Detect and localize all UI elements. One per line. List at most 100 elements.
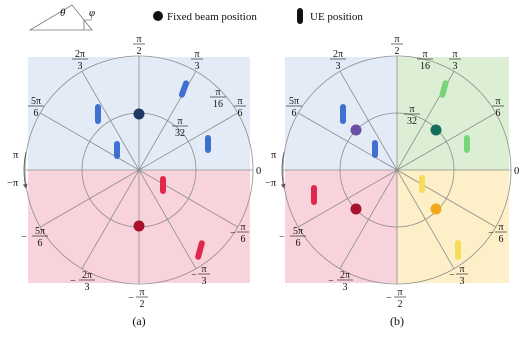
ue-marker-blue-1 bbox=[178, 80, 190, 98]
label-neg-pi: −π bbox=[7, 178, 19, 189]
svg-text:16: 16 bbox=[420, 61, 430, 72]
ue-marker-yellow-1 bbox=[419, 175, 425, 193]
svg-text:2π: 2π bbox=[333, 49, 343, 60]
svg-text:−: − bbox=[449, 270, 455, 281]
svg-text:6: 6 bbox=[238, 108, 243, 119]
ue-marker-blue-b2 bbox=[372, 140, 378, 158]
label-zero: 0 bbox=[256, 166, 261, 177]
label-neg-pi-third: − π 3 bbox=[191, 264, 210, 287]
svg-text:32: 32 bbox=[407, 116, 417, 127]
label-neg-pi-half-b: − π 2 bbox=[386, 287, 406, 310]
svg-text:2π: 2π bbox=[75, 49, 85, 60]
label-pi-third: π 3 bbox=[191, 49, 203, 72]
svg-text:3: 3 bbox=[343, 282, 348, 293]
label-pi-third-b: π 3 bbox=[449, 49, 461, 72]
svg-text:3: 3 bbox=[453, 61, 458, 72]
svg-text:16: 16 bbox=[213, 99, 223, 110]
label-pi-16: π 16 bbox=[210, 87, 226, 110]
label-five-pi-sixth: 5π 6 bbox=[28, 96, 44, 119]
label-neg-pi-sixth-b: − π 6 bbox=[488, 222, 507, 245]
svg-text:5π: 5π bbox=[289, 96, 299, 107]
ue-legend-marker bbox=[297, 8, 303, 24]
label-neg-two-pi-third-b: − 2π 3 bbox=[328, 270, 353, 293]
svg-text:π: π bbox=[409, 104, 414, 115]
svg-text:6: 6 bbox=[241, 234, 246, 245]
svg-text:π: π bbox=[498, 222, 503, 233]
wrap-arrow bbox=[22, 151, 28, 189]
svg-text:6: 6 bbox=[496, 108, 501, 119]
svg-text:6: 6 bbox=[34, 108, 39, 119]
caption-a: (a) bbox=[132, 314, 145, 328]
svg-text:π: π bbox=[495, 96, 500, 107]
ue-marker-green-2 bbox=[464, 135, 470, 153]
svg-text:5π: 5π bbox=[31, 96, 41, 107]
phi-symbol: φ bbox=[89, 7, 95, 19]
svg-text:−: − bbox=[488, 228, 494, 239]
svg-text:3: 3 bbox=[195, 61, 200, 72]
legend: θ φ Fixed beam position UE position bbox=[28, 4, 363, 31]
fixed-beam-purple bbox=[350, 124, 362, 136]
svg-text:2: 2 bbox=[137, 46, 142, 57]
svg-text:π: π bbox=[139, 287, 144, 298]
ue-marker-red-b1 bbox=[311, 185, 317, 205]
svg-text:2: 2 bbox=[140, 299, 145, 310]
label-neg-pi-third-b: − π 3 bbox=[449, 264, 468, 287]
svg-text:π: π bbox=[240, 222, 245, 233]
angle-labels-a: 0 π −π π 2 π 3 π 16 π 6 bbox=[7, 34, 261, 310]
svg-text:π: π bbox=[237, 96, 242, 107]
fixed-beam-teal bbox=[430, 124, 442, 136]
svg-text:π: π bbox=[194, 49, 199, 60]
label-pi: π bbox=[13, 150, 19, 161]
fixed-beam-orange bbox=[430, 203, 442, 215]
svg-text:5π: 5π bbox=[35, 226, 45, 237]
theta-symbol: θ bbox=[60, 7, 66, 19]
svg-text:π: π bbox=[397, 287, 402, 298]
svg-text:2: 2 bbox=[398, 299, 403, 310]
angle-labels-b: 0 π −π π 2 π 16 π 3 π 6 bbox=[265, 34, 519, 310]
svg-text:3: 3 bbox=[85, 282, 90, 293]
svg-text:π: π bbox=[136, 34, 141, 45]
label-pi-half: π 2 bbox=[133, 34, 145, 57]
fixed-beam-legend-label: Fixed beam position bbox=[167, 11, 257, 23]
svg-text:32: 32 bbox=[175, 128, 185, 139]
fixed-beam-upper bbox=[133, 108, 145, 120]
polar-grid-b bbox=[282, 55, 512, 285]
svg-text:π: π bbox=[177, 116, 182, 127]
label-neg-five-pi-sixth-b: − 5π 6 bbox=[279, 226, 306, 249]
label-two-pi-third-b: 2π 3 bbox=[330, 49, 346, 72]
caption-b: (b) bbox=[390, 314, 404, 328]
svg-text:6: 6 bbox=[499, 234, 504, 245]
quadrant-yellow bbox=[397, 170, 509, 283]
svg-text:−: − bbox=[21, 232, 27, 243]
label-pi-sixth-b: π 6 bbox=[492, 96, 504, 119]
svg-text:2π: 2π bbox=[82, 270, 92, 281]
svg-text:2: 2 bbox=[395, 46, 400, 57]
svg-text:−: − bbox=[328, 276, 334, 287]
label-two-pi-third: 2π 3 bbox=[72, 49, 88, 72]
svg-text:π: π bbox=[452, 49, 457, 60]
quadrant-green bbox=[397, 57, 509, 170]
svg-text:π: π bbox=[422, 49, 427, 60]
svg-text:−: − bbox=[70, 276, 76, 287]
ue-marker-blue-b1 bbox=[340, 104, 346, 124]
label-pi-32: π 32 bbox=[172, 116, 188, 139]
svg-text:π: π bbox=[459, 264, 464, 275]
ue-marker-red-1 bbox=[160, 176, 166, 194]
svg-text:6: 6 bbox=[296, 238, 301, 249]
quadrant-red bbox=[285, 170, 397, 283]
svg-text:6: 6 bbox=[292, 108, 297, 119]
label-pi-b: π bbox=[271, 150, 277, 161]
label-pi-sixth: π 6 bbox=[234, 96, 246, 119]
ue-marker-blue-4 bbox=[114, 141, 120, 159]
svg-text:π: π bbox=[201, 264, 206, 275]
label-zero-b: 0 bbox=[514, 166, 519, 177]
ue-marker-blue-3 bbox=[205, 135, 211, 153]
svg-text:3: 3 bbox=[460, 276, 465, 287]
label-pi-16-b: π 16 bbox=[417, 49, 433, 72]
ue-marker-green-1 bbox=[439, 80, 449, 98]
svg-text:6: 6 bbox=[38, 238, 43, 249]
label-pi-half-b: π 2 bbox=[391, 34, 403, 57]
wrap-arrow-b bbox=[280, 151, 286, 189]
angle-definition-icon: θ φ bbox=[28, 4, 95, 31]
